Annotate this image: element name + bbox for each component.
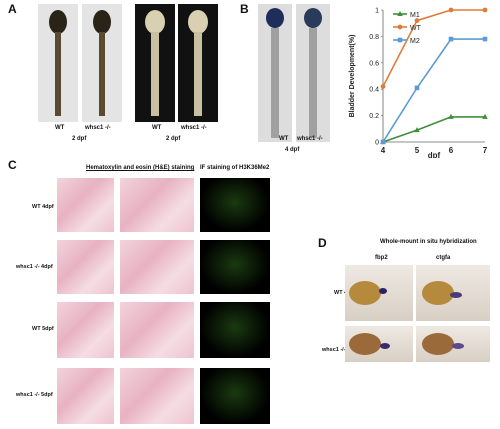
gene-label-ctgfa: ctgfa [436,255,451,261]
wish-image-wt-fbp2 [345,265,413,321]
data-point-m2 [482,36,488,42]
row-label-c3: WT 5dpf [32,326,54,332]
data-point-m1 [482,113,488,119]
x-tick-label: 7 [483,146,488,155]
if-image-c4 [200,368,270,424]
he-image-c2-high [120,240,194,294]
row-label-c2: whsc1 -/- 4dpf [16,264,53,270]
he-staining-title: Hematoxylin and eosin (H&E) staining [86,165,195,171]
if-image-c2 [200,240,270,294]
wish-image-mut-ctgfa [416,326,490,362]
x-tick-label: 5 [415,146,420,155]
row-label-c1: WT 4dpf [32,204,54,210]
data-point-wt [380,84,386,89]
caption-stage-a2: 2 dpf [166,136,181,142]
row-label-d2: whsc1 -/- 4dpf [322,347,359,353]
he-image-c3-low [57,302,114,358]
legend-label-m1: M1 [410,12,420,19]
row-label-d1: WT 4dpf [334,290,356,296]
data-point-m2 [448,36,454,42]
larva-photo-mut-a1 [82,4,122,122]
he-image-c1-high [120,178,194,232]
if-image-c3 [200,302,270,358]
larva-photo-wt-a2 [135,4,175,122]
he-image-c3-high [120,302,194,358]
caption-mut-b: whsc1 -/- [297,136,323,142]
series-line-wt [382,9,485,87]
larva-photo-wt-a1 [38,4,78,122]
y-tick-label: 0.2 [369,113,379,120]
caption-mut-a1: whsc1 -/- [85,125,111,131]
if-staining-title: IF staining of H3K36Me2 [200,165,270,171]
data-point-wt [414,18,420,23]
y-tick-label: 0.4 [369,87,379,94]
he-image-c2-low [57,240,114,294]
data-point-m2 [414,85,420,91]
caption-wt-a1: WT [55,125,65,131]
panel-b-label: B [240,2,249,16]
legend-label-m2: M2 [410,38,420,45]
legend-marker-m2 [397,37,403,43]
wish-image-mut-fbp2 [345,326,413,362]
data-point-wt [448,7,454,13]
larva-photo-wt-b [258,4,292,142]
panel-d-label: D [318,236,327,250]
caption-mut-a2: whsc1 -/- [181,125,207,131]
legend-marker-wt [397,24,403,30]
he-image-c4-low [57,368,114,424]
caption-wt-b: WT [279,136,289,142]
he-image-c1-low [57,178,114,232]
legend-marker-m1 [397,11,403,16]
data-point-wt [482,7,488,13]
caption-wt-a2: WT [152,125,162,131]
x-axis-title: dpf [428,151,441,158]
caption-stage-b: 4 dpf [285,147,300,153]
y-tick-label: 0.8 [369,34,379,41]
data-point-m1 [414,127,420,133]
wish-title: Whole-mount in situ hybridization [380,239,477,245]
caption-stage-a1: 2 dpf [72,136,87,142]
data-point-m2 [380,139,386,145]
bladder-development-chart: 0 0.2 0.4 0.6 0.8 1 4 5 6 7 dpf Bladder Development… [349,7,488,158]
x-tick-label: 6 [449,146,454,155]
larva-photo-mut-b [296,4,330,142]
he-image-c4-high [120,368,194,424]
legend-label-wt: WT [410,25,422,32]
y-tick-label: 1 [375,8,379,15]
if-image-c1 [200,178,270,232]
y-tick-label: 0.6 [369,60,379,67]
wish-image-wt-ctgfa [416,265,490,321]
panel-c-label: C [8,158,17,172]
data-point-m1 [448,113,454,119]
y-axis-title: Bladder Development(%) [349,35,356,118]
row-label-c4: whsc1 -/- 5dpf [16,392,53,398]
series-line-m2 [382,38,485,143]
y-tick-label: 0 [375,140,379,147]
panel-a-label: A [8,2,17,16]
series-line-m1 [382,116,485,143]
x-tick-label: 4 [381,146,386,155]
gene-label-fbp2: fbp2 [375,255,388,261]
larva-photo-mut-a2 [178,4,218,122]
